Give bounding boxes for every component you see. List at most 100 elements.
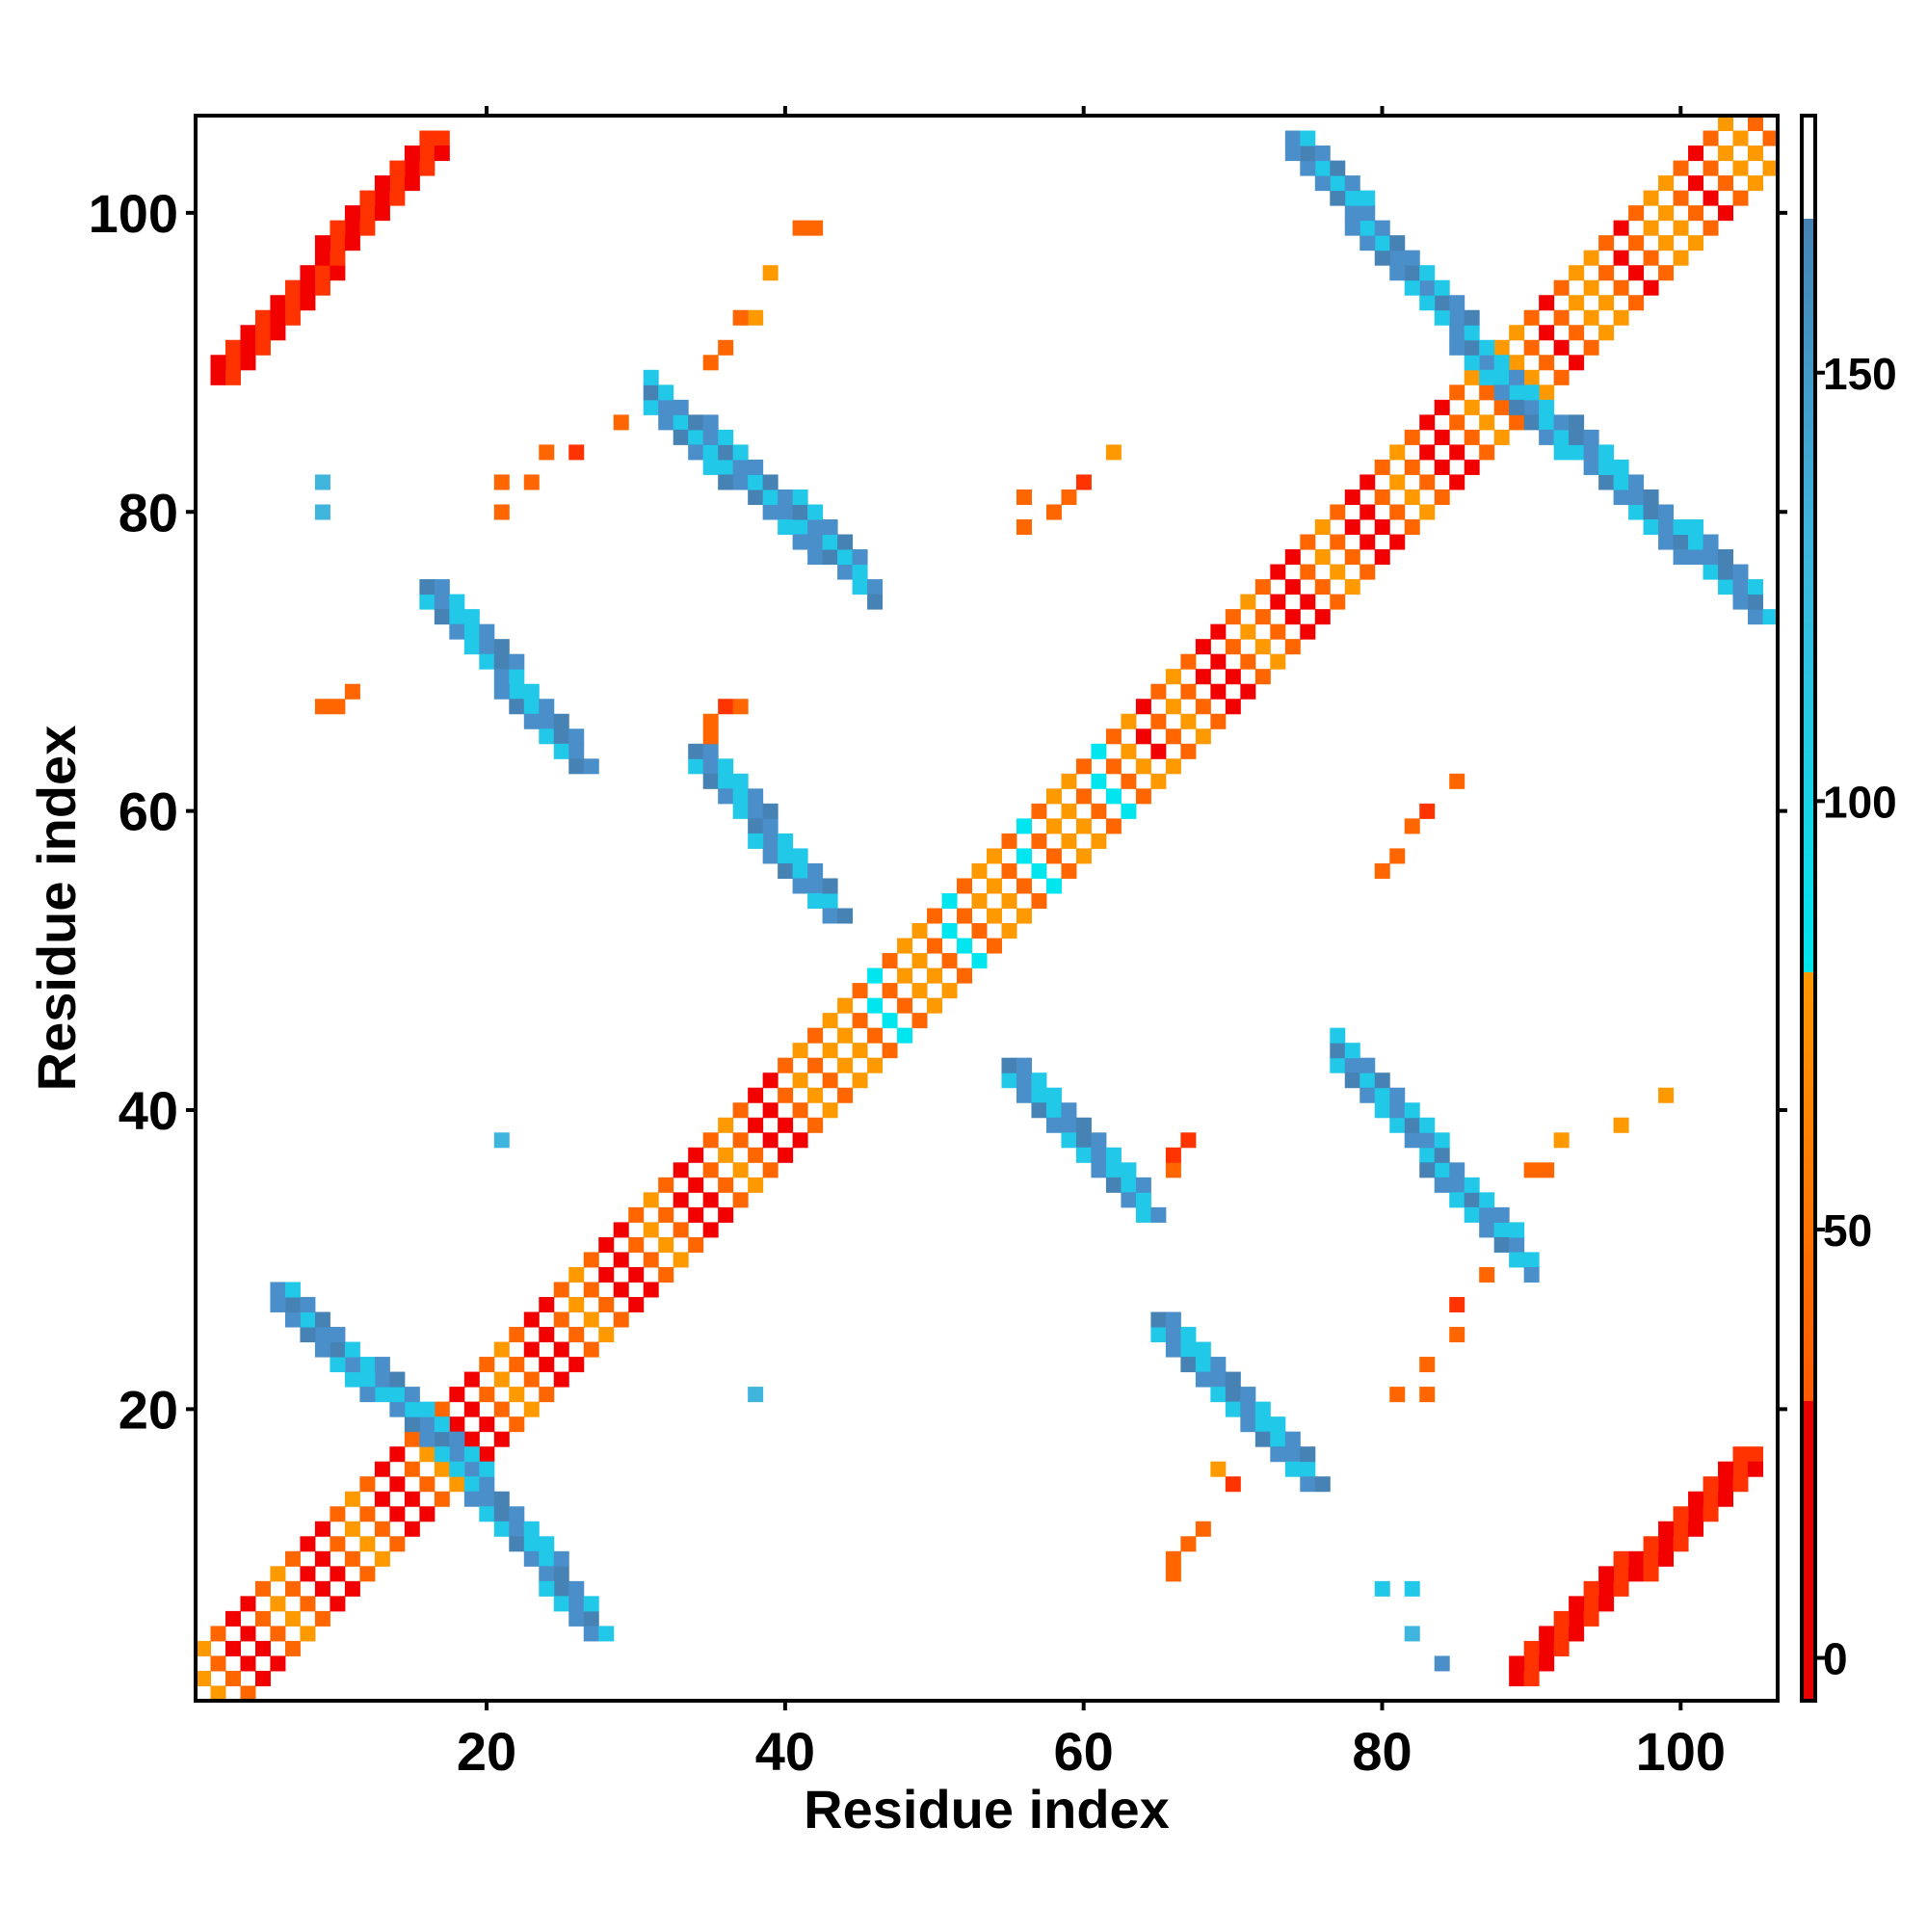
heatmap-cell — [1314, 160, 1331, 176]
heatmap-cell — [314, 504, 330, 520]
heatmap-cell — [1075, 1147, 1092, 1163]
heatmap-cell — [1075, 1117, 1092, 1133]
heatmap-cell — [1688, 519, 1704, 536]
x-tick-label: 80 — [1352, 1721, 1412, 1782]
heatmap-cell — [254, 1640, 271, 1656]
heatmap-cell — [1449, 1177, 1465, 1193]
heatmap-cell — [583, 1311, 599, 1328]
heatmap-cell — [1001, 1072, 1017, 1089]
heatmap-cell — [463, 623, 480, 640]
heatmap-cell — [748, 309, 764, 326]
heatmap-cell — [1673, 1506, 1689, 1522]
heatmap-cell — [1195, 639, 1211, 655]
heatmap-cell — [1389, 265, 1406, 281]
heatmap-cell — [404, 1491, 420, 1507]
heatmap-cell — [1658, 265, 1675, 281]
heatmap-cell — [1061, 1102, 1077, 1119]
heatmap-cell — [762, 1102, 779, 1119]
heatmap-cell — [1240, 1401, 1256, 1417]
heatmap-cell — [1598, 235, 1615, 251]
heatmap-cell — [449, 1446, 465, 1463]
heatmap-cell — [1165, 669, 1181, 685]
heatmap-cell — [1330, 160, 1346, 176]
heatmap-cell — [1075, 848, 1092, 864]
heatmap-cell — [419, 146, 436, 162]
y-tick-label: 40 — [119, 1080, 178, 1141]
heatmap-cell — [359, 220, 376, 236]
heatmap-cell — [1404, 1117, 1420, 1133]
heatmap-cell — [1344, 549, 1360, 566]
heatmap-cell — [1583, 444, 1599, 461]
heatmap-cell — [792, 1072, 808, 1089]
heatmap-cell — [1703, 1506, 1719, 1522]
heatmap-cell — [434, 1401, 450, 1417]
heatmap-cell — [702, 758, 719, 775]
heatmap-cell — [254, 1580, 271, 1597]
heatmap-cell — [822, 908, 838, 924]
heatmap-cell — [374, 175, 390, 192]
heatmap-cell — [553, 1550, 569, 1567]
heatmap-cell — [330, 1341, 346, 1358]
heatmap-cell — [732, 699, 749, 715]
heatmap-cell — [479, 639, 495, 655]
heatmap-cell — [314, 1610, 330, 1627]
heatmap-cell — [822, 549, 838, 566]
heatmap-cell — [1523, 1266, 1540, 1283]
heatmap-cell — [1225, 699, 1241, 715]
heatmap-cell — [300, 1596, 316, 1612]
heatmap-cell — [987, 848, 1002, 864]
heatmap-cell — [1374, 549, 1390, 566]
heatmap-cell — [449, 623, 465, 640]
heatmap-cell — [330, 1596, 346, 1612]
heatmap-cell — [1509, 1670, 1525, 1686]
heatmap-cell — [1121, 1177, 1137, 1193]
heatmap-cell — [1748, 1446, 1764, 1463]
heatmap-cell — [613, 1311, 629, 1328]
heatmap-cell — [284, 1550, 301, 1567]
heatmap-cell — [792, 1132, 808, 1149]
heatmap-cell — [389, 1536, 406, 1552]
heatmap-cell — [344, 1491, 360, 1507]
heatmap-cell — [1688, 1491, 1704, 1507]
heatmap-cell — [1389, 1117, 1406, 1133]
heatmap-cell — [419, 1401, 436, 1417]
heatmap-cell — [762, 1162, 779, 1178]
heatmap-cell — [314, 250, 330, 266]
heatmap-cell — [1434, 459, 1450, 475]
heatmap-cell — [1284, 130, 1301, 146]
heatmap-cell — [598, 1266, 615, 1283]
heatmap-cell — [1344, 175, 1360, 192]
heatmap-cell — [1195, 1357, 1211, 1373]
heatmap-cell — [1045, 848, 1062, 864]
heatmap-cell — [568, 1327, 585, 1343]
heatmap-cell — [837, 1057, 854, 1073]
heatmap-cell — [1359, 474, 1376, 490]
heatmap-cell — [1748, 1461, 1764, 1477]
heatmap-cell — [1330, 1057, 1346, 1073]
heatmap-cell — [987, 938, 1002, 954]
heatmap-cell — [270, 1655, 286, 1672]
heatmap-cell — [1539, 384, 1555, 401]
heatmap-cell — [434, 130, 450, 146]
heatmap-cell — [748, 1087, 764, 1103]
heatmap-cell — [1135, 699, 1151, 715]
heatmap-cell — [1553, 1610, 1570, 1627]
heatmap-cell — [1225, 1401, 1241, 1417]
heatmap-cell — [1748, 594, 1764, 610]
heatmap-cell — [1150, 1206, 1167, 1223]
heatmap-cell — [284, 1610, 301, 1627]
heatmap-cell — [419, 130, 436, 146]
heatmap-cell — [1270, 1446, 1286, 1463]
heatmap-cell — [1553, 444, 1570, 461]
heatmap-cell — [1523, 369, 1540, 385]
heatmap-cell — [807, 1117, 824, 1133]
heatmap-cell — [911, 923, 928, 940]
heatmap-cell — [1628, 474, 1645, 490]
heatmap-cell — [553, 1566, 569, 1582]
heatmap-cell — [1225, 609, 1241, 625]
heatmap-cell — [1419, 279, 1436, 296]
heatmap-cell — [792, 489, 808, 505]
heatmap-cell — [240, 1655, 256, 1672]
heatmap-cell — [1001, 923, 1017, 940]
heatmap-cell — [613, 1252, 629, 1268]
